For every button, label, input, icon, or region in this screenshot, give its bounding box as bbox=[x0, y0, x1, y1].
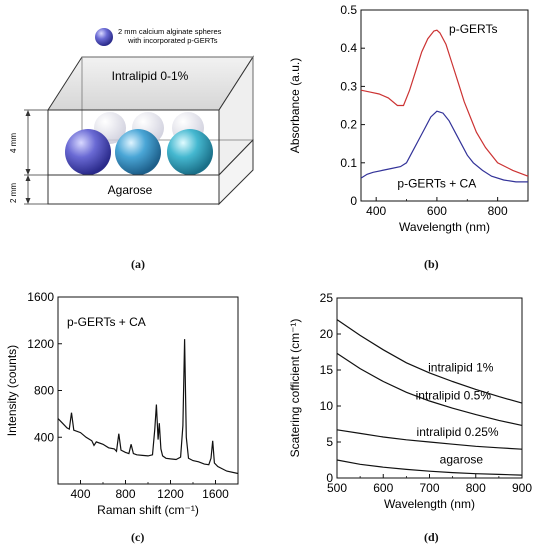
y-tick-label: 0 bbox=[350, 194, 357, 208]
legend-sphere-icon bbox=[95, 28, 113, 46]
series-label-intralipid-025: intralipid 0.25% bbox=[417, 425, 499, 439]
y-tick-label: 15 bbox=[320, 363, 334, 377]
upper-layer-label: Intralipid 0-1% bbox=[112, 69, 189, 83]
lower-layer-label: Agarose bbox=[108, 183, 153, 197]
series-line-1 bbox=[360, 110, 528, 183]
y-tick-label: 400 bbox=[34, 430, 54, 444]
y-tick-label: 0.4 bbox=[340, 41, 357, 55]
series-label-p-gerts: p-GERTs bbox=[449, 22, 497, 36]
front-sphere-blue bbox=[65, 129, 111, 175]
x-tick-label: 1200 bbox=[157, 487, 184, 501]
x-tick-label: 500 bbox=[327, 481, 347, 495]
panel-a: 2 mm calcium alginate spheres with incor… bbox=[0, 0, 271, 275]
series-label-intralipid-1: intralipid 1% bbox=[428, 360, 494, 374]
series-line-1 bbox=[336, 352, 523, 426]
x-tick-label: 1600 bbox=[202, 487, 229, 501]
x-tick-label: 900 bbox=[512, 481, 532, 495]
front-sphere-cyan bbox=[167, 129, 213, 175]
x-axis-label: Wavelength (nm) bbox=[399, 220, 490, 234]
y-tick-label: 0.2 bbox=[340, 118, 357, 132]
y-tick-label: 800 bbox=[34, 384, 54, 398]
caption-c: (c) bbox=[131, 530, 145, 544]
y-tick-label: 0.5 bbox=[340, 3, 357, 17]
y-tick-label: 5 bbox=[326, 435, 333, 449]
x-axis-label: Raman shift (cm⁻¹) bbox=[97, 503, 199, 517]
panel-c: 400 800 1200 1600 400 800 1200 1600 Raman shift … bbox=[0, 275, 271, 550]
series-line-0 bbox=[57, 339, 239, 475]
height-top-label: 4 mm bbox=[9, 133, 18, 153]
caption-b: (b) bbox=[424, 257, 439, 271]
y-tick-label: 10 bbox=[320, 399, 334, 413]
y-tick-label: 20 bbox=[320, 327, 334, 341]
y-tick-label: 25 bbox=[320, 291, 334, 305]
x-tick-label: 400 bbox=[70, 487, 90, 501]
front-sphere-teal bbox=[115, 129, 161, 175]
y-axis-label: Absorbance (a.u.) bbox=[288, 58, 302, 153]
x-tick-label: 700 bbox=[419, 481, 439, 495]
absorbance-chart: 400 600 800 0 0.1 0.2 0.3 0.4 0.5 Wavelength (nm)… bbox=[288, 3, 529, 234]
y-tick-label: 1200 bbox=[27, 337, 54, 351]
plot-frame bbox=[360, 9, 529, 202]
x-tick-label: 600 bbox=[373, 481, 393, 495]
x-tick-label: 600 bbox=[427, 204, 447, 218]
series-line-3 bbox=[336, 459, 523, 476]
panel-b: 400 600 800 0 0.1 0.2 0.3 0.4 0.5 Wavelength (nm)… bbox=[271, 0, 542, 275]
y-axis-label: Intensity (counts) bbox=[5, 345, 19, 436]
sphere-label-line1: 2 mm calcium alginate spheres bbox=[118, 27, 222, 36]
y-tick-label: 0.1 bbox=[340, 156, 357, 170]
panel-d: 500 600 700 800 900 0 5 10 15 20 25 Wavelength (nm)… bbox=[271, 275, 542, 550]
caption-a: (a) bbox=[131, 257, 145, 271]
x-tick-label: 800 bbox=[466, 481, 486, 495]
x-tick-label: 400 bbox=[366, 204, 386, 218]
sphere-label-line2: with incorporated p-GERTs bbox=[127, 36, 218, 45]
y-tick-label: 0 bbox=[326, 471, 333, 485]
y-tick-label: 0.3 bbox=[340, 79, 357, 93]
series-label-intralipid-05: intralipid 0.5% bbox=[416, 389, 492, 403]
chart-annotation: p-GERTs + CA bbox=[67, 315, 146, 329]
series-label-p-gerts-ca: p-GERTs + CA bbox=[397, 177, 476, 191]
agarose-front-face bbox=[47, 174, 220, 205]
phantom-schematic: 2 mm calcium alginate spheres with incor… bbox=[9, 27, 254, 206]
y-tick-label: 1600 bbox=[27, 290, 54, 304]
scattering-chart: 500 600 700 800 900 0 5 10 15 20 25 Wavelength (nm)… bbox=[288, 291, 532, 511]
y-axis-label: Scatering cofficient (cm⁻¹) bbox=[288, 319, 302, 458]
series-line-2 bbox=[336, 429, 523, 450]
x-axis-label: Wavelength (nm) bbox=[384, 497, 475, 511]
caption-d: (d) bbox=[424, 530, 439, 544]
series-label-agarose: agarose bbox=[440, 453, 484, 467]
box-top-face bbox=[47, 56, 254, 111]
series-line-0 bbox=[360, 29, 529, 177]
series-line-0 bbox=[336, 319, 523, 404]
agarose-right-face bbox=[218, 138, 254, 206]
x-tick-label: 800 bbox=[488, 204, 508, 218]
height-bottom-label: 2 mm bbox=[9, 183, 18, 203]
x-tick-label: 800 bbox=[115, 487, 135, 501]
